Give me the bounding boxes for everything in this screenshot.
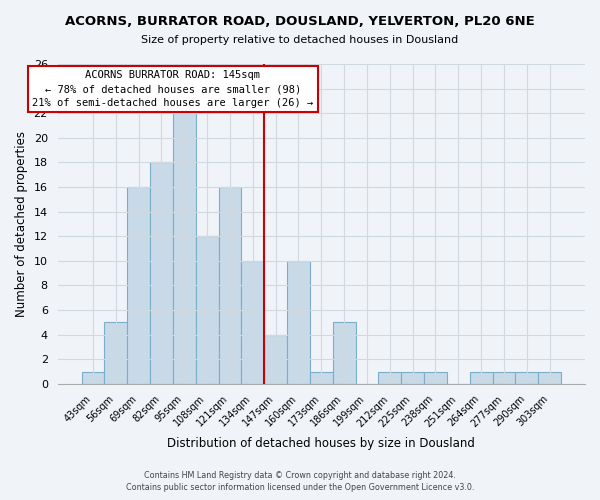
Bar bbox=[401, 372, 424, 384]
Bar bbox=[470, 372, 493, 384]
Bar bbox=[287, 261, 310, 384]
Bar bbox=[515, 372, 538, 384]
Bar bbox=[424, 372, 447, 384]
Y-axis label: Number of detached properties: Number of detached properties bbox=[15, 131, 28, 317]
Text: ACORNS, BURRATOR ROAD, DOUSLAND, YELVERTON, PL20 6NE: ACORNS, BURRATOR ROAD, DOUSLAND, YELVERT… bbox=[65, 15, 535, 28]
Text: Contains HM Land Registry data © Crown copyright and database right 2024.
Contai: Contains HM Land Registry data © Crown c… bbox=[126, 471, 474, 492]
Text: ACORNS BURRATOR ROAD: 145sqm
← 78% of detached houses are smaller (98)
21% of se: ACORNS BURRATOR ROAD: 145sqm ← 78% of de… bbox=[32, 70, 313, 108]
Bar bbox=[493, 372, 515, 384]
Bar bbox=[150, 162, 173, 384]
Bar bbox=[82, 372, 104, 384]
Bar bbox=[127, 187, 150, 384]
Bar bbox=[310, 372, 332, 384]
X-axis label: Distribution of detached houses by size in Dousland: Distribution of detached houses by size … bbox=[167, 437, 475, 450]
Bar bbox=[196, 236, 218, 384]
Bar bbox=[241, 261, 264, 384]
Bar bbox=[538, 372, 561, 384]
Bar bbox=[173, 113, 196, 384]
Text: Size of property relative to detached houses in Dousland: Size of property relative to detached ho… bbox=[142, 35, 458, 45]
Bar bbox=[104, 322, 127, 384]
Bar bbox=[332, 322, 356, 384]
Bar bbox=[379, 372, 401, 384]
Bar bbox=[218, 187, 241, 384]
Bar bbox=[264, 334, 287, 384]
